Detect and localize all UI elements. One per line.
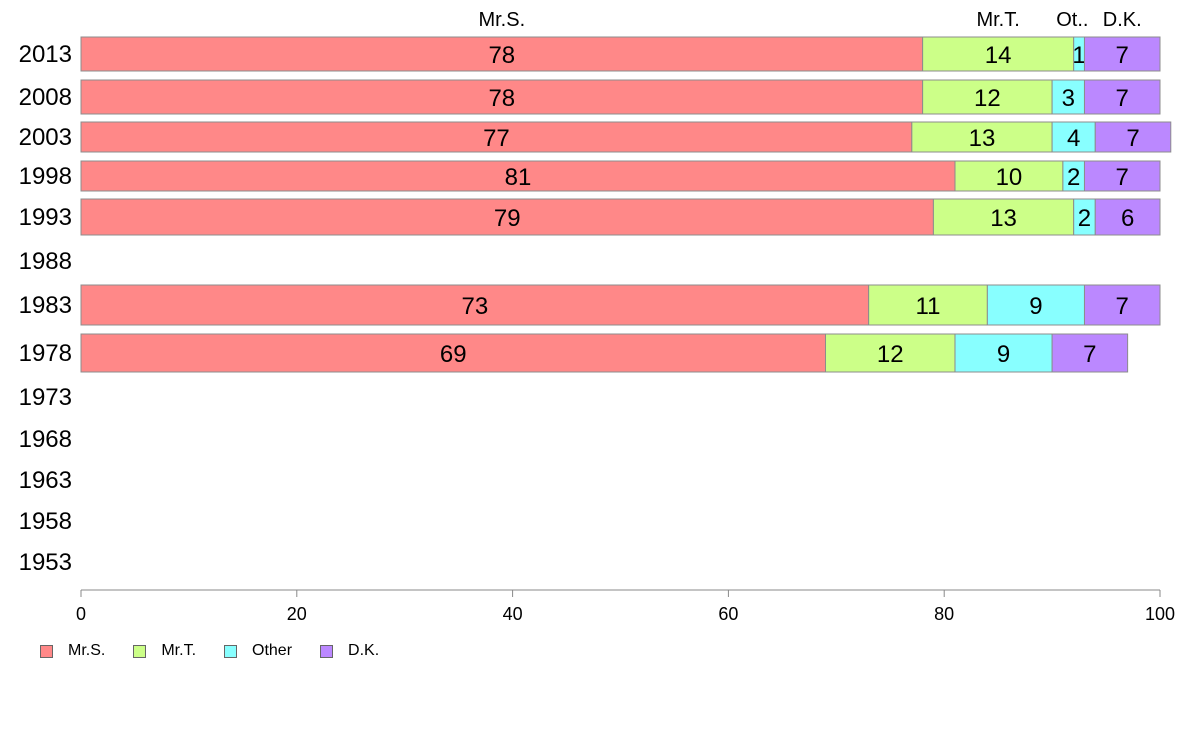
data-label: 7 (1116, 164, 1129, 191)
legend-item: Other (224, 642, 292, 660)
category-label: 1993 (19, 204, 72, 231)
bar-segment (932, 198, 1075, 236)
data-label: 2 (1078, 205, 1091, 232)
x-tick-label: 60 (718, 604, 738, 624)
data-label: 13 (990, 205, 1017, 232)
x-tick-label: 40 (503, 604, 523, 624)
data-label: 7 (1083, 341, 1096, 368)
bar-segment (868, 284, 988, 326)
bar-segment (80, 198, 934, 236)
bar-segment (1094, 121, 1172, 153)
bar-segment (1051, 333, 1129, 373)
bar-segment (80, 121, 913, 153)
column-header: D.K. (1103, 9, 1142, 31)
column-header: Ot.. (1056, 9, 1088, 31)
category-label: 2013 (19, 41, 72, 68)
legend-label: D.K. (348, 642, 380, 659)
category-label: 1998 (19, 163, 72, 190)
data-label: 73 (461, 293, 488, 320)
data-label: 12 (974, 85, 1001, 112)
legend-swatch (133, 644, 147, 658)
data-label: 7 (1126, 125, 1139, 152)
x-tick-label: 0 (76, 604, 86, 624)
bar-segment (1083, 284, 1161, 326)
data-label: 69 (440, 341, 467, 368)
bar-segment (80, 333, 827, 373)
data-label: 79 (494, 205, 521, 232)
category-label: 2008 (19, 84, 72, 111)
data-label: 13 (969, 125, 996, 152)
x-tick-label: 100 (1145, 604, 1175, 624)
bar-segment (80, 284, 870, 326)
category-label: 1963 (19, 467, 72, 494)
data-label: 7 (1116, 85, 1129, 112)
bar-segment (80, 36, 924, 72)
legend-swatch (320, 644, 334, 658)
bar-segment (922, 79, 1053, 115)
category-label: 1973 (19, 384, 72, 411)
legend-item: D.K. (320, 642, 379, 660)
data-label: 10 (996, 164, 1023, 191)
data-label: 4 (1067, 125, 1080, 152)
bar-segment (922, 36, 1075, 72)
category-label: 1958 (19, 508, 72, 535)
category-label: 1988 (19, 248, 72, 275)
bar-segment (1083, 36, 1161, 72)
data-label: 3 (1062, 85, 1075, 112)
bar-segment (825, 333, 956, 373)
column-header: Mr.S. (478, 9, 525, 31)
legend-item: Mr.T. (133, 642, 196, 660)
category-label: 1953 (19, 549, 72, 576)
data-label: 7 (1116, 293, 1129, 320)
bar-segment (1051, 121, 1096, 153)
legend-label: Mr.T. (161, 642, 197, 659)
category-label: 1978 (19, 340, 72, 367)
legend-label: Mr.S. (68, 642, 106, 659)
data-label: 12 (877, 341, 904, 368)
data-label: 81 (505, 164, 532, 191)
data-label: 9 (1029, 293, 1042, 320)
column-header: Mr.T. (976, 9, 1019, 31)
x-tick-label: 80 (934, 604, 954, 624)
data-label: 77 (483, 125, 510, 152)
legend-item: Mr.S. (40, 642, 105, 660)
bar-segment (954, 160, 1064, 192)
data-label: 6 (1121, 205, 1134, 232)
data-label: 11 (916, 293, 941, 320)
data-label: 9 (997, 341, 1010, 368)
x-tick-label: 20 (287, 604, 307, 624)
legend-label: Other (252, 642, 293, 659)
legend-swatch (224, 644, 238, 658)
data-label: 14 (985, 42, 1012, 69)
data-label: 1 (1072, 42, 1085, 69)
category-label: 1968 (19, 426, 72, 453)
category-label: 1983 (19, 292, 72, 319)
data-label: 78 (488, 42, 515, 69)
bar-segment (1051, 79, 1085, 115)
chart-legend: Mr.S. Mr.T. Other D.K. (40, 642, 407, 660)
bar-segment (80, 160, 956, 192)
bar-segment (911, 121, 1053, 153)
bar-segment (1083, 79, 1161, 115)
category-label: 2003 (19, 124, 72, 151)
bar-segment (1094, 198, 1161, 236)
data-label: 78 (488, 85, 515, 112)
legend-swatch (40, 644, 53, 658)
bar-segment (1083, 160, 1161, 192)
data-label: 2 (1067, 164, 1080, 191)
data-label: 7 (1116, 42, 1129, 69)
